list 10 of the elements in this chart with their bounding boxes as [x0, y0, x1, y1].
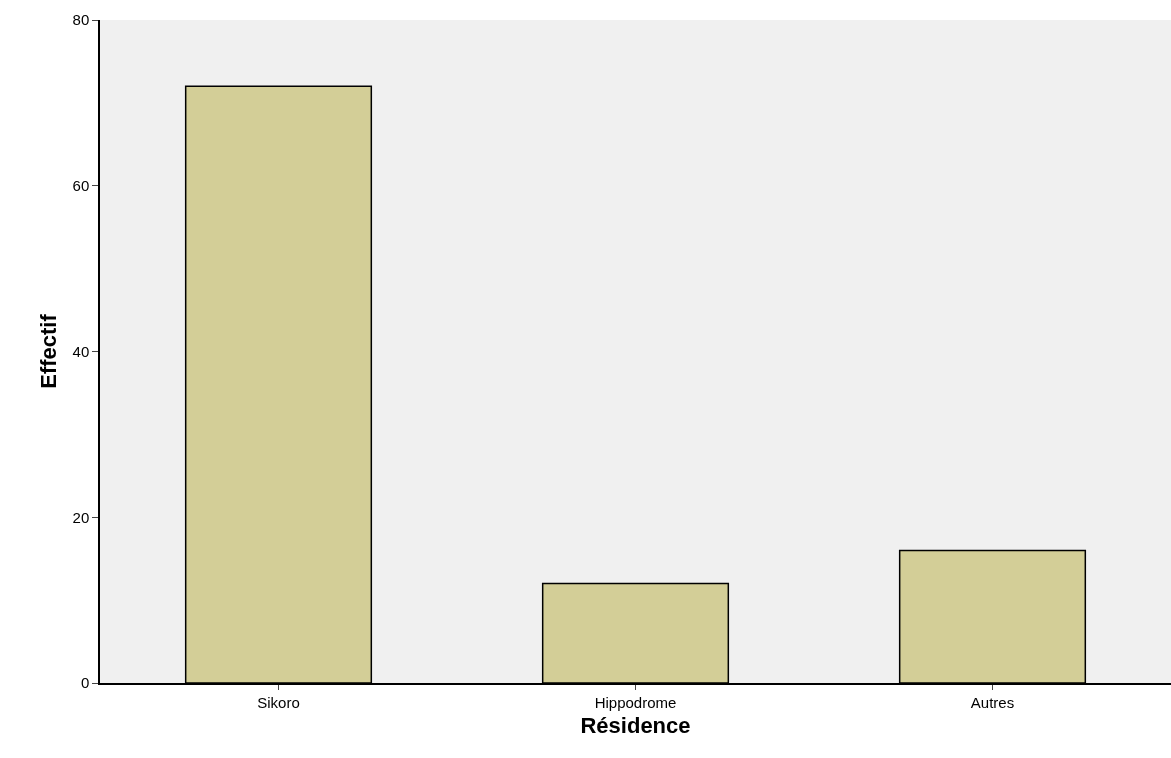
y-tick-label: 0	[80, 674, 90, 692]
y-tick-label: 20	[72, 508, 90, 526]
x-tick-label: Autres	[970, 693, 1015, 711]
y-tick-label: 80	[72, 11, 90, 29]
x-axis-title: Résidence	[580, 713, 691, 739]
x-tick-label: Sikoro	[257, 693, 300, 711]
y-axis-title: Effectif	[35, 313, 61, 389]
x-tick-label: Hippodrome	[594, 693, 677, 711]
y-tick-label: 40	[72, 342, 90, 360]
y-tick-label: 60	[72, 177, 90, 194]
